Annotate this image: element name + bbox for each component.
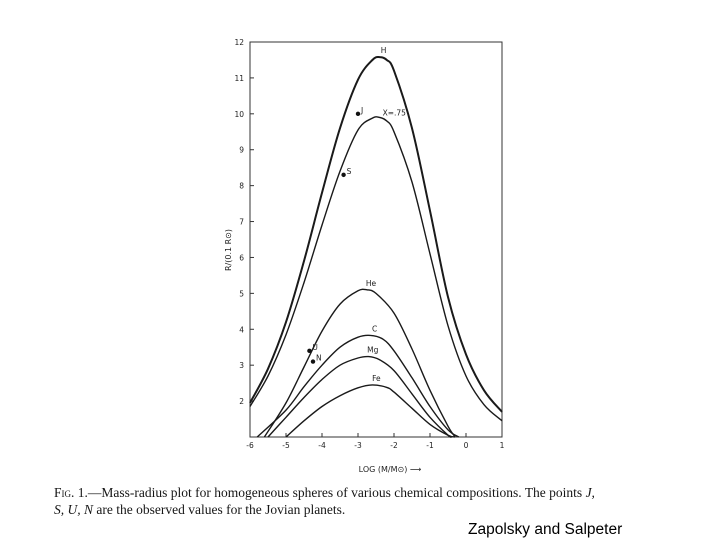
series-label: He	[366, 279, 377, 288]
series-lines	[249, 56, 503, 438]
y-tick-label: 11	[234, 74, 244, 83]
caption-points-rest: S, U, N	[54, 502, 94, 517]
series-line-h	[249, 56, 503, 413]
x-tick-label: -6	[246, 441, 254, 450]
y-tick-label: 7	[239, 218, 244, 227]
series-label: Mg	[367, 346, 378, 355]
x-tick-label: -5	[282, 441, 290, 450]
x-tick-label: -3	[354, 441, 362, 450]
caption-text: —Mass-radius plot for homogeneous sphere…	[87, 485, 586, 500]
series-line-he	[263, 288, 456, 438]
x-tick-label: -1	[426, 441, 434, 450]
caption-tail: are the observed values for the Jovian p…	[93, 502, 346, 517]
planet-label: S	[347, 167, 352, 176]
y-tick-label: 2	[239, 397, 244, 406]
series-label: X=.75	[383, 108, 407, 117]
x-tick-label: -4	[318, 441, 326, 450]
series-label: C	[372, 324, 377, 333]
series-line-fe	[285, 384, 456, 438]
planet-label: N	[316, 354, 322, 363]
planet-point	[341, 172, 346, 178]
slide-credit: Zapolsky and Salpeter	[468, 521, 623, 538]
planet-label: J	[360, 106, 363, 115]
x-tick-label: 1	[500, 441, 505, 450]
y-tick-label: 3	[239, 361, 244, 370]
y-tick-label: 6	[239, 253, 244, 262]
series-line-mg	[267, 355, 453, 438]
planet-label: U	[312, 343, 318, 352]
x-axis-label: LOG (M/M⊙) ⟶	[359, 465, 422, 474]
y-tick-label: 9	[239, 146, 244, 155]
x-tick-label: -2	[390, 441, 398, 450]
series-label: H	[381, 46, 387, 55]
planet-points: J S UN	[307, 106, 363, 364]
planet-point	[307, 348, 312, 354]
series-line-c	[256, 334, 460, 438]
series-line-x75	[249, 116, 503, 422]
caption-lead: Fig. 1.	[54, 485, 88, 500]
x-tick-label: 0	[464, 441, 469, 450]
y-tick-label: 10	[234, 110, 244, 119]
series-label: Fe	[372, 374, 381, 383]
y-tick-label: 12	[234, 38, 244, 47]
planet-point	[355, 111, 361, 117]
plot-frame	[249, 41, 503, 438]
planet-point	[310, 359, 316, 364]
figure-caption: Fig. 1.—Mass-radius plot for homogeneous…	[54, 484, 674, 518]
y-tick-label: 8	[239, 182, 244, 191]
y-tick-label: 4	[239, 325, 244, 334]
series-labels: H X=.75 He C Mg Fe	[366, 46, 406, 383]
y-axis-label: R/(0.1 R⊙)	[224, 229, 233, 271]
caption-points-first: J,	[585, 485, 595, 500]
y-tick-label: 5	[239, 289, 244, 298]
